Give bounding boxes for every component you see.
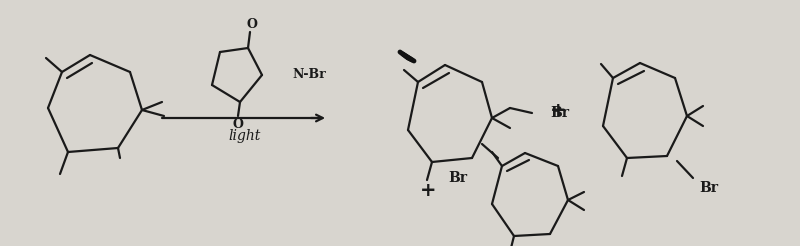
Text: Br: Br (550, 106, 569, 120)
Text: Br: Br (448, 171, 467, 185)
Text: N-Br: N-Br (292, 68, 326, 81)
Text: light: light (229, 129, 261, 143)
Text: +: + (420, 181, 436, 200)
Text: O: O (233, 118, 243, 130)
Text: O: O (246, 17, 258, 31)
Text: +: + (550, 101, 566, 120)
Text: Br: Br (699, 181, 718, 195)
